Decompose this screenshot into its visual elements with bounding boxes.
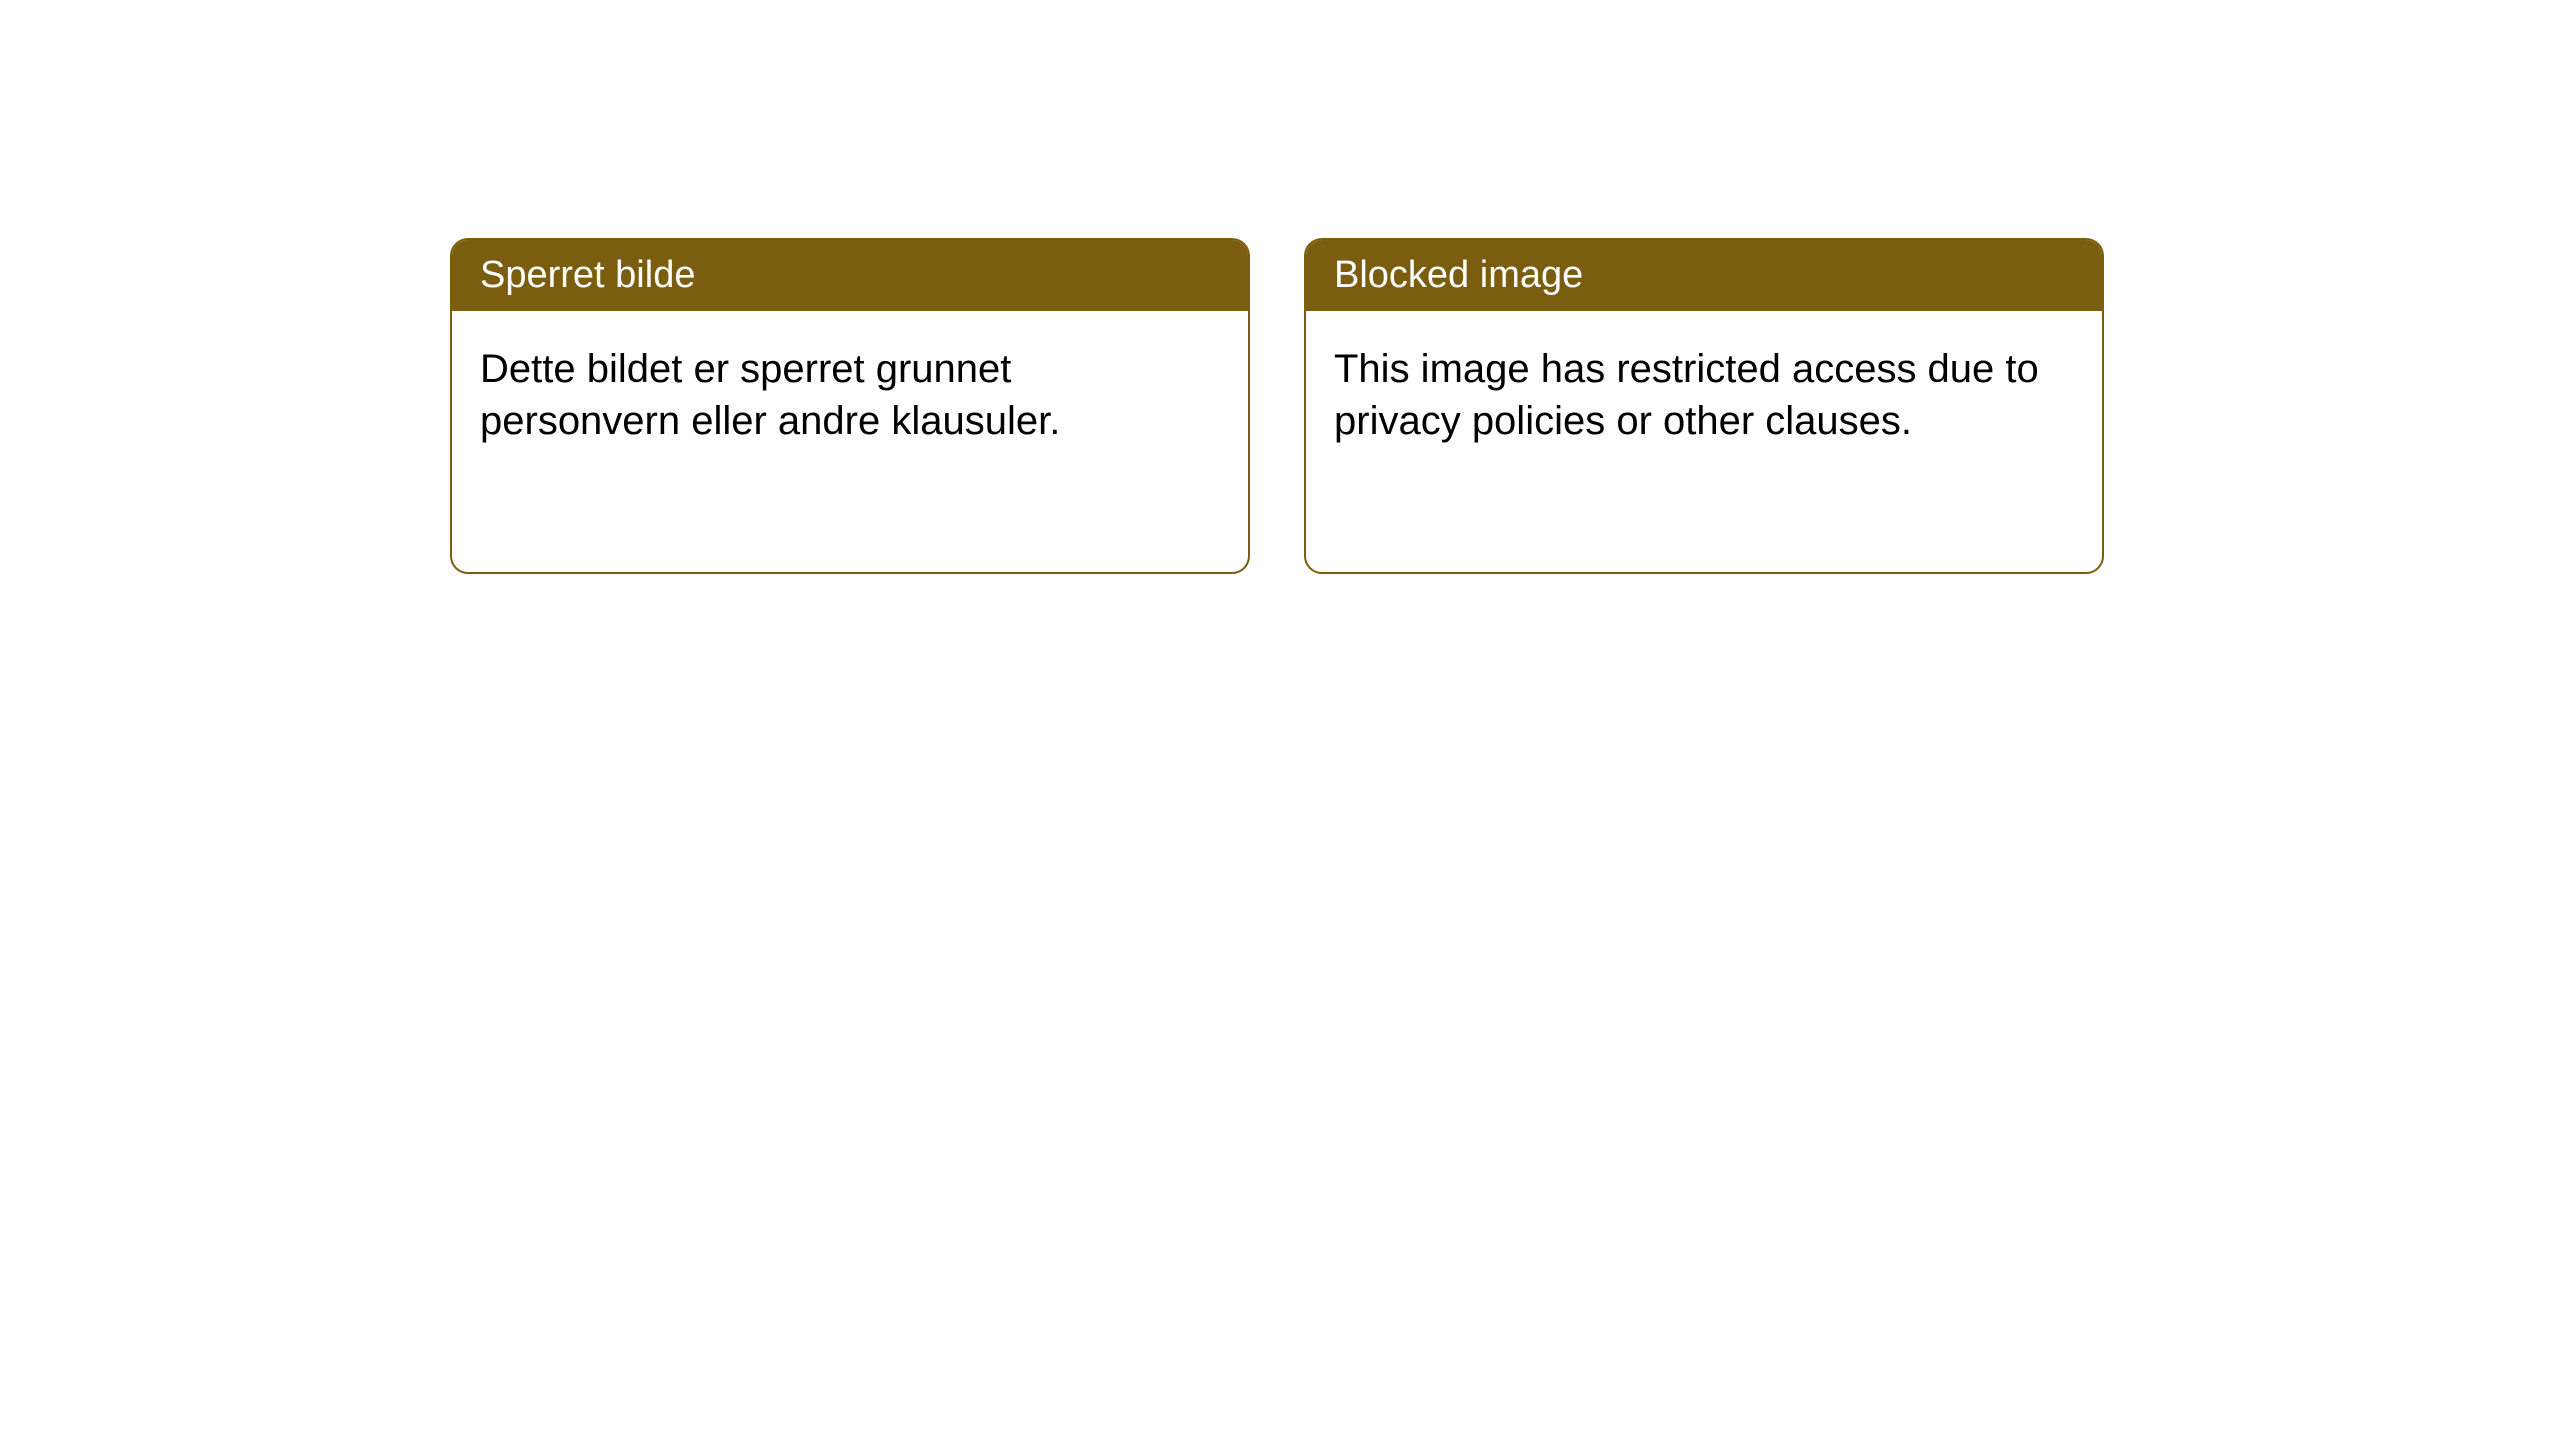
notice-header: Sperret bilde [452, 240, 1248, 311]
notice-body: This image has restricted access due to … [1306, 311, 2102, 479]
notice-body: Dette bildet er sperret grunnet personve… [452, 311, 1248, 479]
notice-title: Blocked image [1334, 254, 1583, 296]
notice-container: Sperret bilde Dette bildet er sperret gr… [450, 238, 2104, 574]
notice-message: This image has restricted access due to … [1334, 347, 2039, 443]
notice-card-norwegian: Sperret bilde Dette bildet er sperret gr… [450, 238, 1250, 574]
notice-message: Dette bildet er sperret grunnet personve… [480, 347, 1060, 443]
notice-title: Sperret bilde [480, 254, 695, 296]
notice-card-english: Blocked image This image has restricted … [1304, 238, 2104, 574]
notice-header: Blocked image [1306, 240, 2102, 311]
